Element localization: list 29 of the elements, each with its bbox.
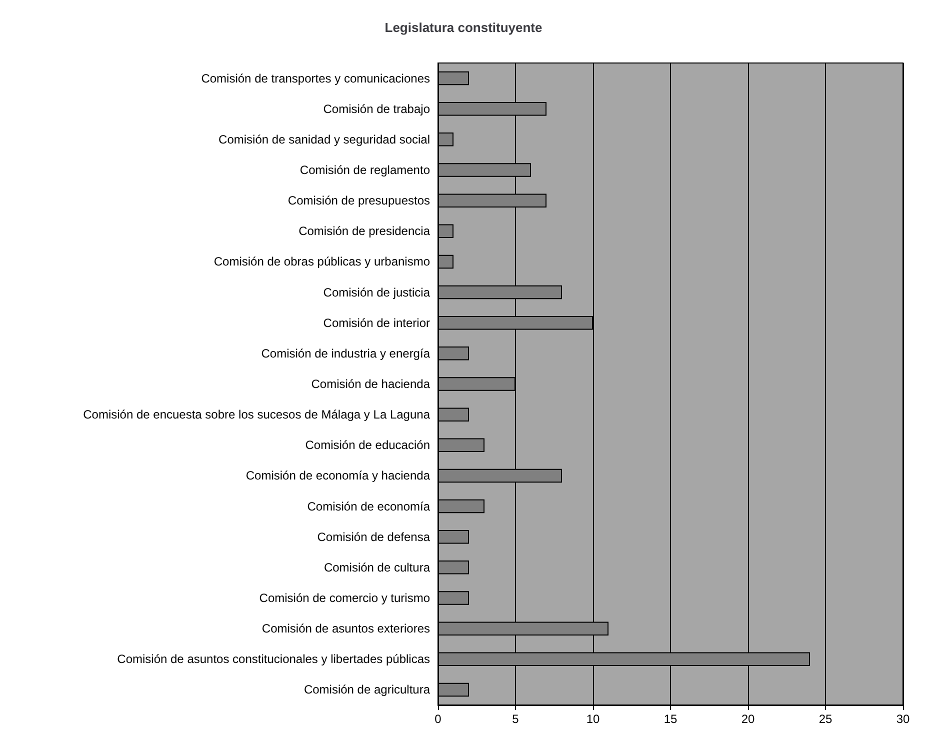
x-tick-label: 25 (818, 712, 832, 726)
chart-title: Legislatura constituyente (384, 20, 542, 35)
y-tick-label: Comisión de asuntos exteriores (262, 622, 430, 636)
y-tick-label: Comisión de encuesta sobre los sucesos de Málaga y La Laguna (83, 408, 430, 422)
y-tick-label: Comisión de obras públicas y urbanismo (214, 254, 430, 269)
x-tick-label: 10 (586, 712, 600, 726)
x-tick-label: 30 (896, 712, 910, 726)
x-tick-label: 15 (664, 712, 678, 726)
y-tick-label: Comisión de economía (307, 499, 430, 514)
y-tick-label: Comisión de hacienda (311, 377, 430, 391)
y-tick-label: Comisión de defensa (317, 530, 430, 544)
y-tick-label: Comisión de transportes y comunicaciones (201, 71, 430, 86)
y-tick-label: Comisión de presupuestos (288, 194, 430, 208)
y-tick-label: Comisión de agricultura (304, 682, 430, 697)
y-tick-label: Comisión de trabajo (323, 102, 430, 116)
x-tick-label: 0 (434, 712, 442, 726)
y-tick-label: Comisión de cultura (324, 560, 430, 574)
y-tick-label: Comisión de justicia (323, 285, 430, 300)
y-tick-label: Comisión de comercio y turismo (259, 591, 430, 605)
y-tick-label: Comisión de industria y energía (261, 346, 430, 360)
x-tick-label: 20 (741, 712, 755, 726)
y-tick-label: Comisión de interior (323, 316, 430, 330)
y-tick-label: Comisión de educación (305, 438, 430, 452)
y-tick-label: Comisión de economía y hacienda (246, 468, 430, 483)
y-tick-label: Comisión de reglamento (300, 163, 430, 177)
y-tick-label: Comisión de asuntos constitucionales y libertades públicas (117, 652, 430, 666)
x-tick-label: 5 (512, 712, 520, 726)
y-tick-label: Comisión de presidencia (298, 224, 430, 238)
y-tick-label: Comisión de sanidad y seguridad social (218, 132, 430, 146)
